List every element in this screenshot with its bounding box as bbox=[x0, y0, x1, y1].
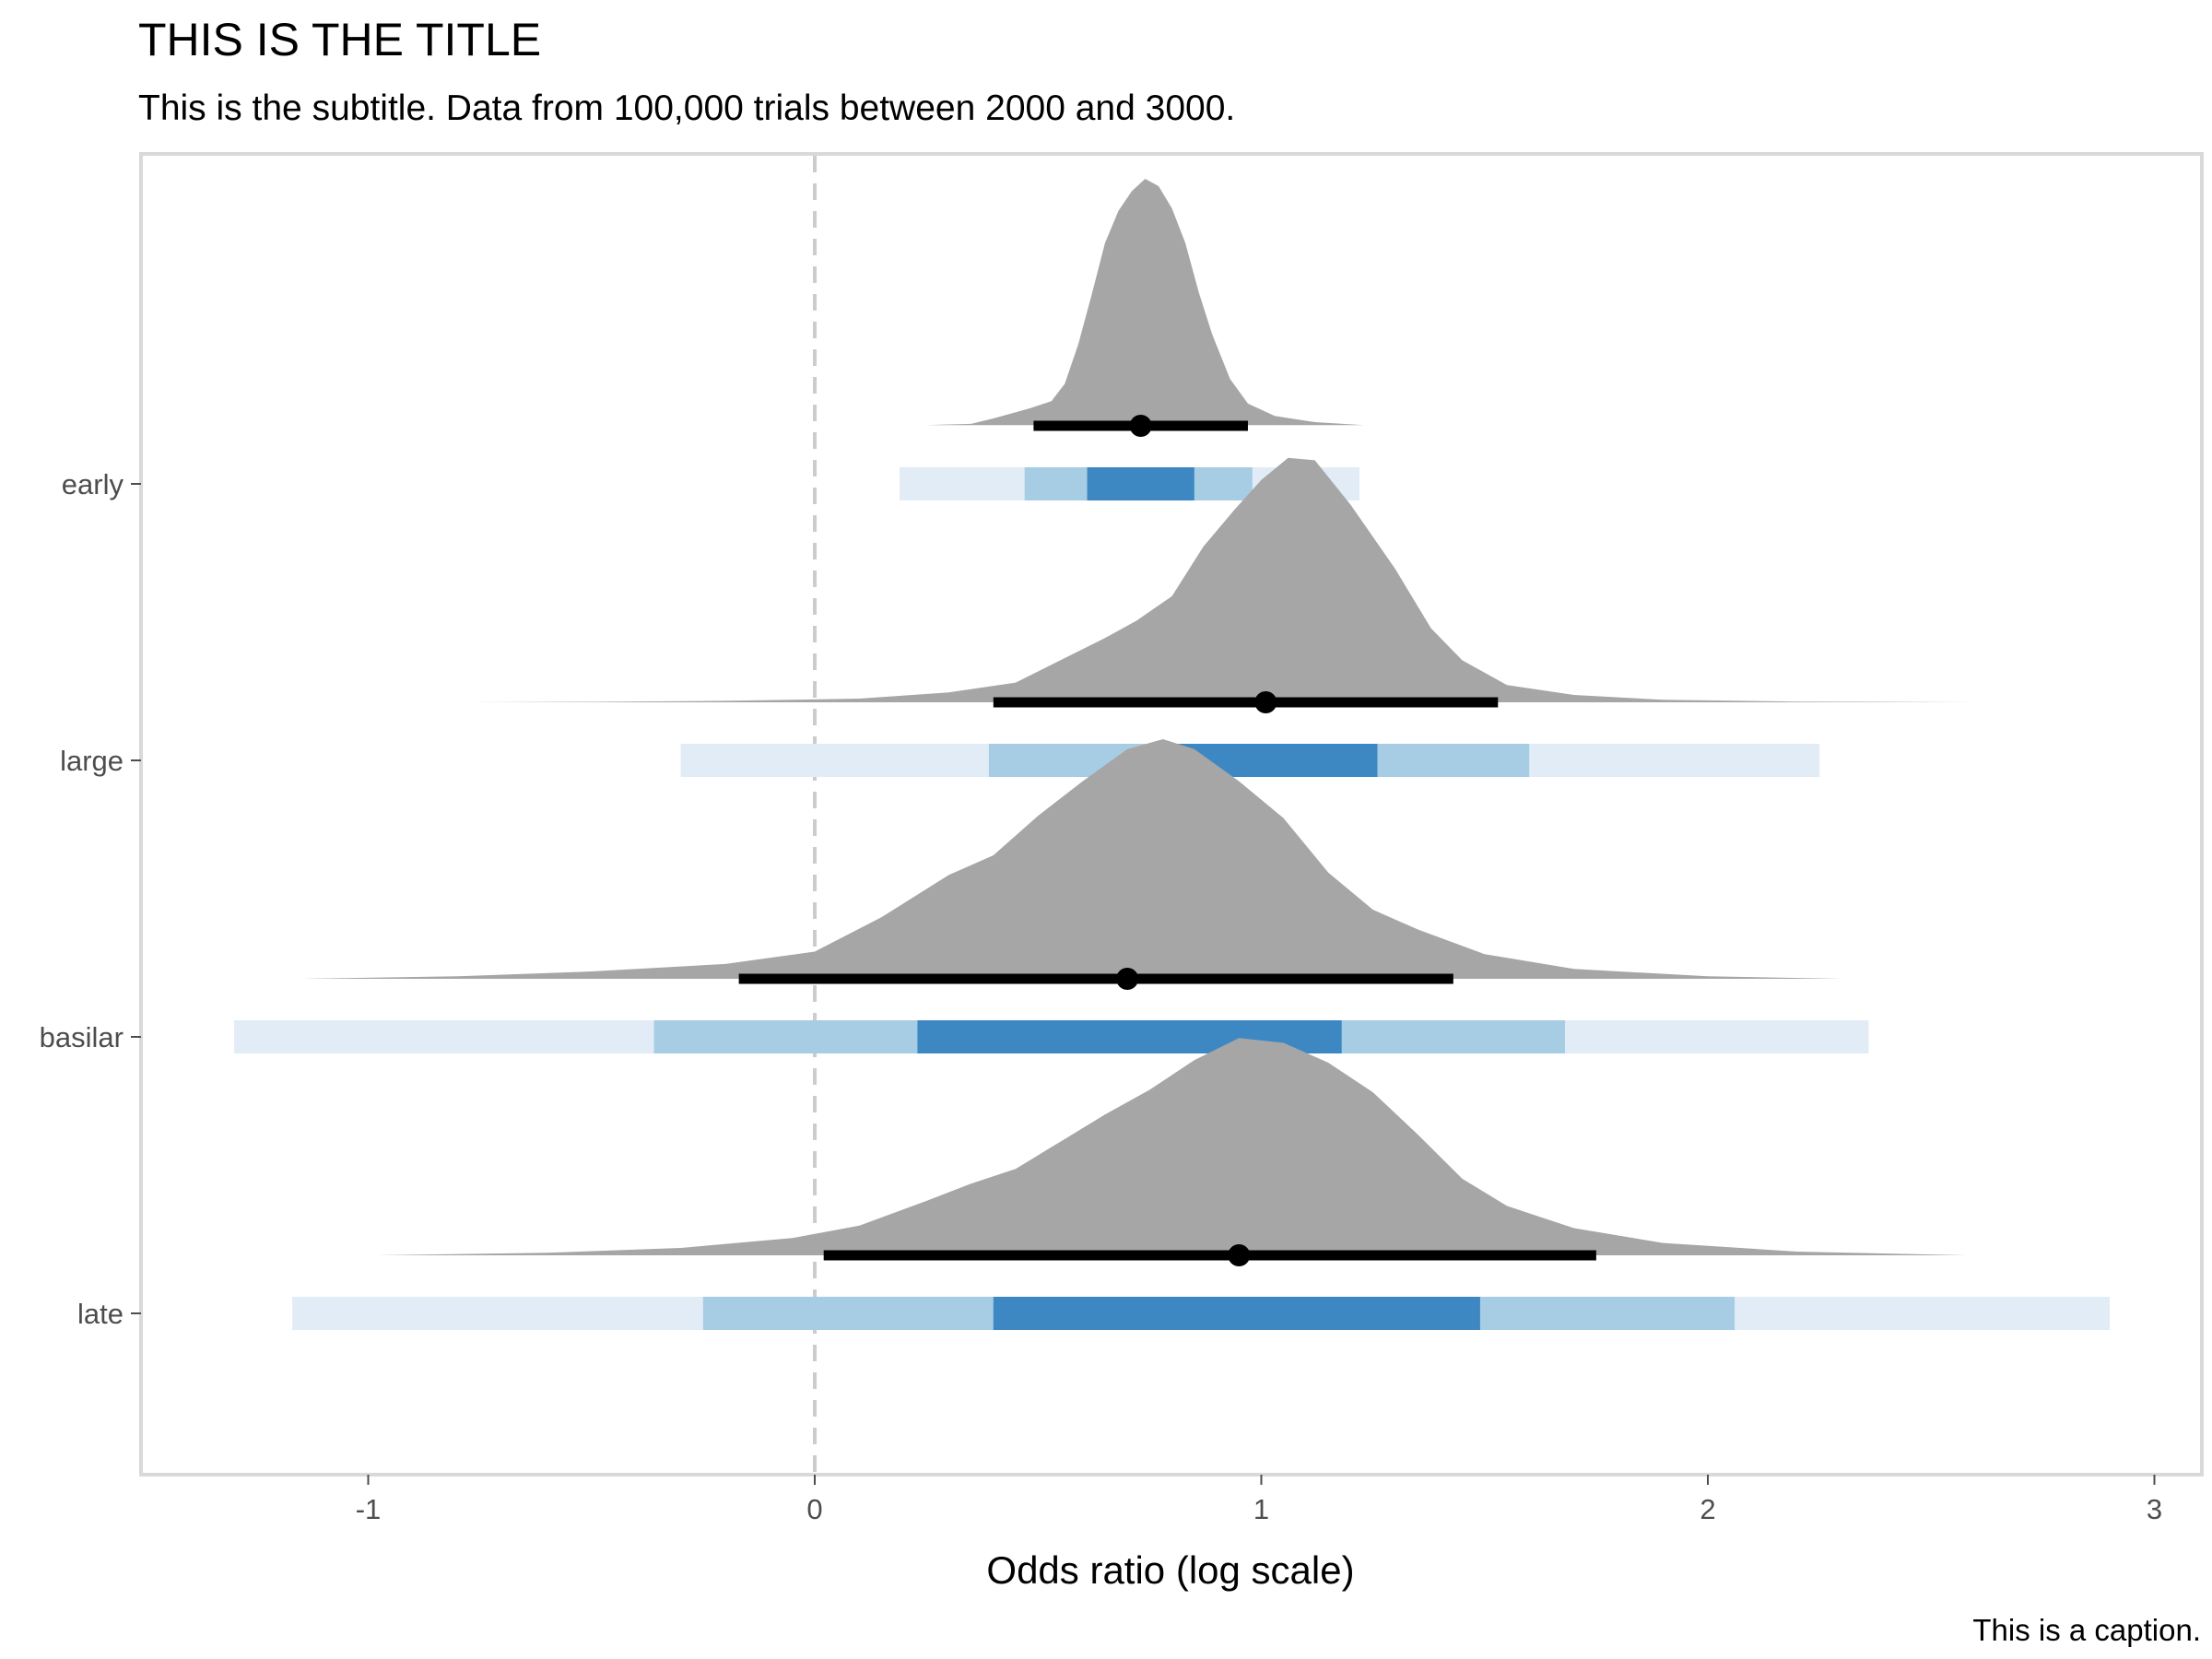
group-large bbox=[457, 457, 1976, 777]
chart-title: THIS IS THE TITLE bbox=[138, 14, 541, 65]
group-late bbox=[292, 1038, 2111, 1330]
group-basilar bbox=[234, 739, 1869, 1053]
point-basilar bbox=[1116, 968, 1139, 990]
axis-layer: early large basilar late -1 0 1 2 3 bbox=[40, 468, 2162, 1525]
density-large bbox=[457, 457, 1976, 702]
y-tick-label-basilar: basilar bbox=[40, 1021, 124, 1053]
band-inner-late bbox=[993, 1297, 1480, 1330]
point-early bbox=[1129, 415, 1152, 437]
group-early bbox=[900, 179, 1364, 500]
x-tick-label-1: 0 bbox=[806, 1493, 822, 1525]
x-tick-label-0: -1 bbox=[356, 1493, 382, 1525]
x-tick-label-4: 3 bbox=[2147, 1493, 2162, 1525]
density-late bbox=[377, 1038, 1968, 1255]
x-tick-label-2: 1 bbox=[1253, 1493, 1269, 1525]
density-basilar bbox=[300, 739, 1842, 979]
point-large bbox=[1254, 691, 1277, 713]
plot-layer bbox=[234, 156, 2111, 1473]
y-tick-label-late: late bbox=[77, 1298, 124, 1330]
density-early bbox=[926, 179, 1364, 426]
y-tick-label-large: large bbox=[60, 745, 124, 777]
chart-subtitle: This is the subtitle. Data from 100,000 … bbox=[138, 88, 1235, 128]
y-tick-label-early: early bbox=[62, 468, 124, 500]
point-late bbox=[1228, 1244, 1251, 1266]
x-axis-label: Odds ratio (log scale) bbox=[986, 1548, 1354, 1592]
chart-caption: This is a caption. bbox=[1972, 1613, 2201, 1647]
x-tick-label-3: 2 bbox=[1700, 1493, 1715, 1525]
band-inner-early bbox=[1087, 467, 1194, 500]
panel-border bbox=[139, 152, 2204, 1477]
